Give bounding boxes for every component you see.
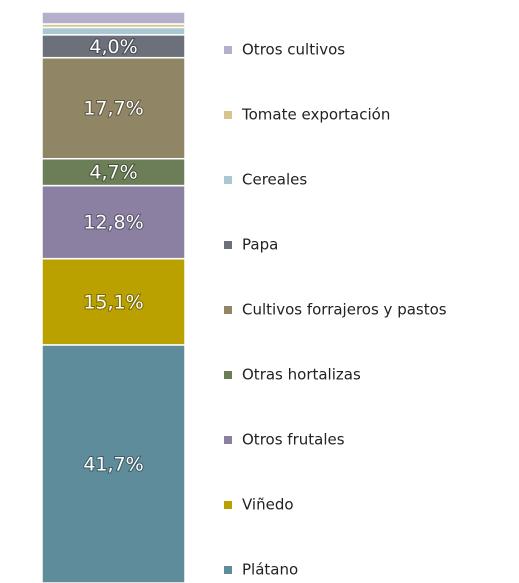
data-label: 41,7% [83,453,143,475]
data-label: 15,1% [83,291,143,313]
data-label: 17,7% [83,98,143,120]
data-label: 4,7% [89,162,137,184]
data-label: 4,0% [89,36,137,58]
legend-swatch [224,176,232,184]
bar-segment [41,56,186,160]
legend-swatch [224,566,232,574]
bar-segment [41,257,186,346]
legend-swatch [224,436,232,444]
legend-label: Otros frutales [242,431,345,449]
legend-label: Viñedo [242,496,294,514]
legend-swatch [224,371,232,379]
legend-swatch [224,241,232,249]
legend-label: Tomate exportación [241,106,390,124]
data-label: 12,8% [83,212,143,234]
legend-swatch [224,306,232,314]
bar-segment [41,184,186,260]
bar-segment [41,11,186,25]
legend-label: Cereales [242,171,307,189]
legend-swatch [224,46,232,54]
bar-segment [41,26,186,36]
legend-label: Cultivos forrajeros y pastos [242,301,447,319]
bar-segment [41,344,186,583]
legend-label: Otras hortalizas [242,366,361,384]
legend-swatch [224,111,232,119]
legend-label: Plátano [242,561,298,579]
legend-label: Papa [242,236,278,254]
legend-label: Otros cultivos [242,41,345,59]
legend-swatch [224,501,232,509]
